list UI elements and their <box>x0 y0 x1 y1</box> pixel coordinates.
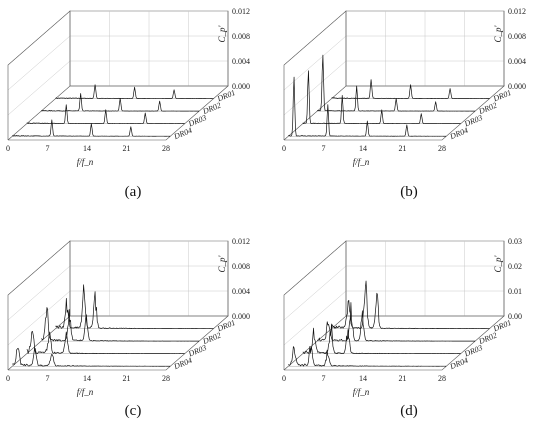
x-axis-label: f/f_n <box>77 157 94 167</box>
spectrum-line <box>331 79 490 99</box>
panel-caption: (a) <box>125 184 142 200</box>
panel-caption: (c) <box>125 403 142 419</box>
x-tick-label: 21 <box>399 374 407 383</box>
x-tick-label: 0 <box>282 374 286 383</box>
x-tick-label: 28 <box>438 374 446 383</box>
spectrum-panel-4: 0.000.010.020.030 7 14 21 28f/f_nC_p'DR01DR0… <box>282 237 522 419</box>
x-axis-label: f/f_n <box>353 157 370 167</box>
x-tick-label: 14 <box>83 144 91 153</box>
spectrum-panel-3: 0.000 0.004 0.008 0.012 0 7 14 21 28 f/f_n C_p' DR0… <box>6 237 250 419</box>
spectrum-panel-1: 0.000 0.004 0.008 0.012 0 7 14 21 28 f/f_n C_p' DR0… <box>6 7 250 200</box>
series-label: DR04 <box>448 356 470 372</box>
x-tick-label: 0 <box>6 374 10 383</box>
z-tick-label: 0.004 <box>232 57 250 66</box>
spectrum-line <box>288 76 447 137</box>
x-tick-label: 21 <box>399 144 407 153</box>
series-label: DR04 <box>448 126 470 142</box>
z-tick-label: 0.03 <box>508 237 522 246</box>
x-tick-label: 0 <box>6 144 10 153</box>
spectrum-line <box>316 54 476 112</box>
spectrum-line <box>26 104 185 125</box>
x-tick-label: 28 <box>438 144 446 153</box>
series-label: DR04 <box>172 126 194 142</box>
series-dr04: DR04 <box>288 345 470 372</box>
series-dr03: DR03 <box>26 331 208 359</box>
spectrum-line <box>288 345 447 367</box>
x-tick-label: 7 <box>46 374 50 383</box>
z-axis-label: C_p' <box>493 254 503 272</box>
series-dr01: DR01 <box>331 280 513 334</box>
z-tick-label: 0.012 <box>232 7 250 16</box>
x-tick-label: 28 <box>162 374 170 383</box>
spectrum-line <box>331 280 490 329</box>
z-tick-label: 0.012 <box>508 7 526 16</box>
x-axis-label: f/f_n <box>353 387 370 397</box>
series-dr02: DR02 <box>317 302 498 346</box>
x-tick-label: 14 <box>83 374 91 383</box>
z-tick-label: 0.004 <box>508 57 526 66</box>
series-dr01: DR01 <box>55 284 237 334</box>
z-tick-label: 0.02 <box>508 262 522 271</box>
x-tick-label: 0 <box>282 144 286 153</box>
z-tick-label: 0.008 <box>232 32 250 41</box>
z-tick-label: 0.000 <box>232 312 250 321</box>
z-tick-label: 0.008 <box>508 32 526 41</box>
x-tick-label: 28 <box>162 144 170 153</box>
spectrum-line <box>26 331 185 355</box>
series-dr04: DR04 <box>12 347 194 372</box>
series-dr03: DR03 <box>26 104 208 129</box>
z-tick-label: 0.000 <box>232 82 250 91</box>
z-tick-label: 0.008 <box>232 262 250 271</box>
spectrum-line <box>317 302 476 342</box>
z-axis-label: C_p' <box>217 24 227 42</box>
x-tick-label: 14 <box>359 374 367 383</box>
z-tick-label: 0.01 <box>508 287 522 296</box>
spectrum-line <box>40 93 200 112</box>
spectrum-line <box>55 84 214 99</box>
series-dr02: DR02 <box>40 93 222 116</box>
x-tick-label: 7 <box>322 374 326 383</box>
x-axis-label: f/f_n <box>77 387 94 397</box>
z-tick-label: 0.012 <box>232 237 250 246</box>
spectrum-line <box>41 307 200 342</box>
z-axis-label: C_p' <box>217 254 227 272</box>
z-axis-label: C_p' <box>493 24 503 42</box>
x-tick-label: 21 <box>123 374 131 383</box>
series-label: DR04 <box>172 356 194 372</box>
x-tick-label: 21 <box>123 144 131 153</box>
x-tick-label: 7 <box>322 144 326 153</box>
spectrum-line <box>302 70 461 125</box>
z-tick-label: 0.000 <box>508 82 526 91</box>
series-dr01: DR01 <box>55 84 237 104</box>
panel-caption: (d) <box>400 403 418 419</box>
z-tick-label: 0.00 <box>508 312 522 321</box>
z-tick-label: 0.004 <box>232 287 250 296</box>
spectrum-line <box>55 284 214 329</box>
spectrum-line <box>12 347 171 367</box>
x-tick-label: 7 <box>46 144 50 153</box>
series-dr04: DR04 <box>288 76 470 142</box>
spectrum-line <box>12 119 171 137</box>
spectrum-panel-2: 0.000 0.004 0.008 0.012 0 7 14 21 28 f/f_n C_p' DR0… <box>282 7 526 200</box>
panel-caption: (b) <box>400 184 418 200</box>
spectrum-line <box>302 323 461 355</box>
x-tick-label: 14 <box>359 144 367 153</box>
series-dr01: DR01 <box>331 79 513 104</box>
